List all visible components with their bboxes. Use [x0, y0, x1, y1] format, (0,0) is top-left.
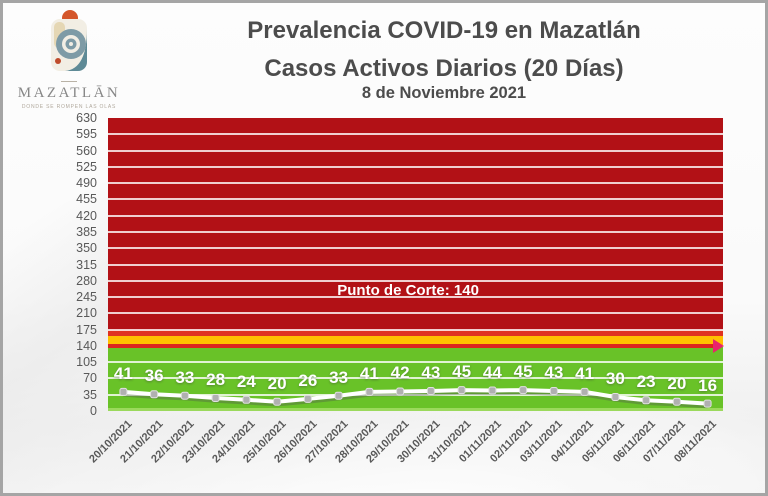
- data-point-marker: [549, 387, 558, 395]
- y-tick-label: 525: [76, 159, 97, 174]
- y-tick-label: 105: [76, 355, 97, 370]
- data-point-label: 20: [267, 373, 287, 393]
- data-point-marker: [426, 387, 435, 395]
- series-line: [119, 386, 712, 409]
- data-point-label: 45: [513, 362, 533, 382]
- data-point-marker: [611, 393, 620, 401]
- data-point-label: 41: [575, 363, 595, 383]
- gridline: [108, 214, 723, 217]
- shell-spiral-icon: [56, 29, 86, 59]
- data-point-label: 33: [175, 367, 195, 387]
- y-axis: 0 35 70 105 140 175 210 245 280 315 350 385 420 455 49…: [3, 111, 104, 418]
- x-axis: 20/10/2021 21/10/2021 22/10/2021 23/10/2021…: [87, 414, 723, 493]
- shell-dot: [55, 58, 61, 64]
- data-point-label: 20: [667, 373, 687, 393]
- brand-emblem: [51, 10, 87, 71]
- y-tick-label: 0: [90, 404, 97, 418]
- data-point-marker: [580, 387, 589, 396]
- data-point-label: 16: [698, 375, 718, 395]
- y-tick-label: 140: [76, 338, 97, 353]
- y-tick-label: 35: [83, 387, 97, 402]
- data-point-label: 44: [482, 362, 502, 382]
- gridline: [108, 198, 723, 201]
- gridline: [108, 149, 723, 152]
- y-tick-label: 455: [76, 192, 97, 207]
- y-tick-label: 70: [83, 371, 97, 386]
- data-point-label: 28: [206, 369, 226, 389]
- gridline: [108, 247, 723, 250]
- brand-tagline: DONDE SE ROMPEN LAS OLAS: [21, 104, 117, 110]
- data-point-marker: [672, 397, 681, 406]
- data-point-marker: [519, 386, 528, 395]
- y-tick-label: 245: [76, 290, 97, 305]
- data-point-marker: [273, 397, 282, 406]
- data-point-marker: [703, 399, 712, 408]
- data-point-marker: [334, 391, 343, 400]
- y-tick-label: 350: [76, 241, 97, 256]
- page-date: 8 de Noviembre 2021: [361, 84, 527, 102]
- data-point-label: 26: [298, 370, 318, 390]
- data-point-marker: [457, 386, 466, 395]
- gridline: [108, 230, 723, 233]
- y-tick-label: 210: [76, 306, 97, 321]
- data-point-label: 42: [390, 363, 410, 383]
- page-subtitle: Casos Activos Diarios (20 Días): [264, 55, 624, 82]
- gridline: [108, 165, 723, 168]
- gridline: [108, 133, 723, 136]
- data-point-marker: [211, 394, 220, 402]
- data-point-label: 43: [544, 363, 564, 382]
- data-point-marker: [642, 396, 651, 405]
- data-point-label: 30: [605, 369, 625, 389]
- data-point-label: 41: [113, 363, 133, 383]
- data-point-marker: [303, 394, 312, 403]
- data-point-label: 36: [144, 366, 164, 386]
- data-point-marker: [365, 387, 374, 396]
- data-point-marker: [119, 387, 128, 396]
- y-tick-label: 490: [76, 176, 97, 191]
- data-point-label: 33: [329, 367, 349, 387]
- y-tick-label: 630: [76, 111, 97, 125]
- data-point-marker: [150, 390, 159, 399]
- brand-name: MAZATLĀN: [17, 85, 121, 101]
- page-title: Prevalencia COVID-19 en Mazatlán: [247, 17, 641, 44]
- y-tick-label: 280: [76, 273, 97, 288]
- data-point-marker: [488, 386, 497, 395]
- y-tick-label: 595: [76, 127, 97, 142]
- logo-divider: [61, 81, 77, 82]
- gridline: [108, 182, 723, 185]
- y-tick-label: 175: [76, 322, 97, 337]
- y-tick-label: 420: [76, 208, 97, 223]
- y-tick-label: 560: [76, 143, 97, 158]
- data-point-marker: [242, 395, 251, 404]
- data-point-label: 45: [452, 362, 472, 382]
- data-point-label: 41: [359, 363, 379, 383]
- y-tick-label: 385: [76, 224, 97, 239]
- data-point-label: 24: [236, 371, 256, 391]
- wave-shape: [65, 29, 87, 71]
- data-point-marker: [396, 387, 405, 396]
- plot-area: Punto de Corte: 140 41 36 33 28 24 20 26 33 41 42 4…: [108, 118, 724, 411]
- data-point-label: 43: [421, 363, 441, 382]
- logo: MAZATLĀN DONDE SE ROMPEN LAS OLAS: [13, 9, 125, 110]
- y-tick-label: 315: [76, 257, 97, 272]
- header: Prevalencia COVID-19 en Mazatlán Casos A…: [131, 11, 757, 103]
- data-point-label: 23: [636, 372, 656, 392]
- data-point-marker: [180, 391, 189, 400]
